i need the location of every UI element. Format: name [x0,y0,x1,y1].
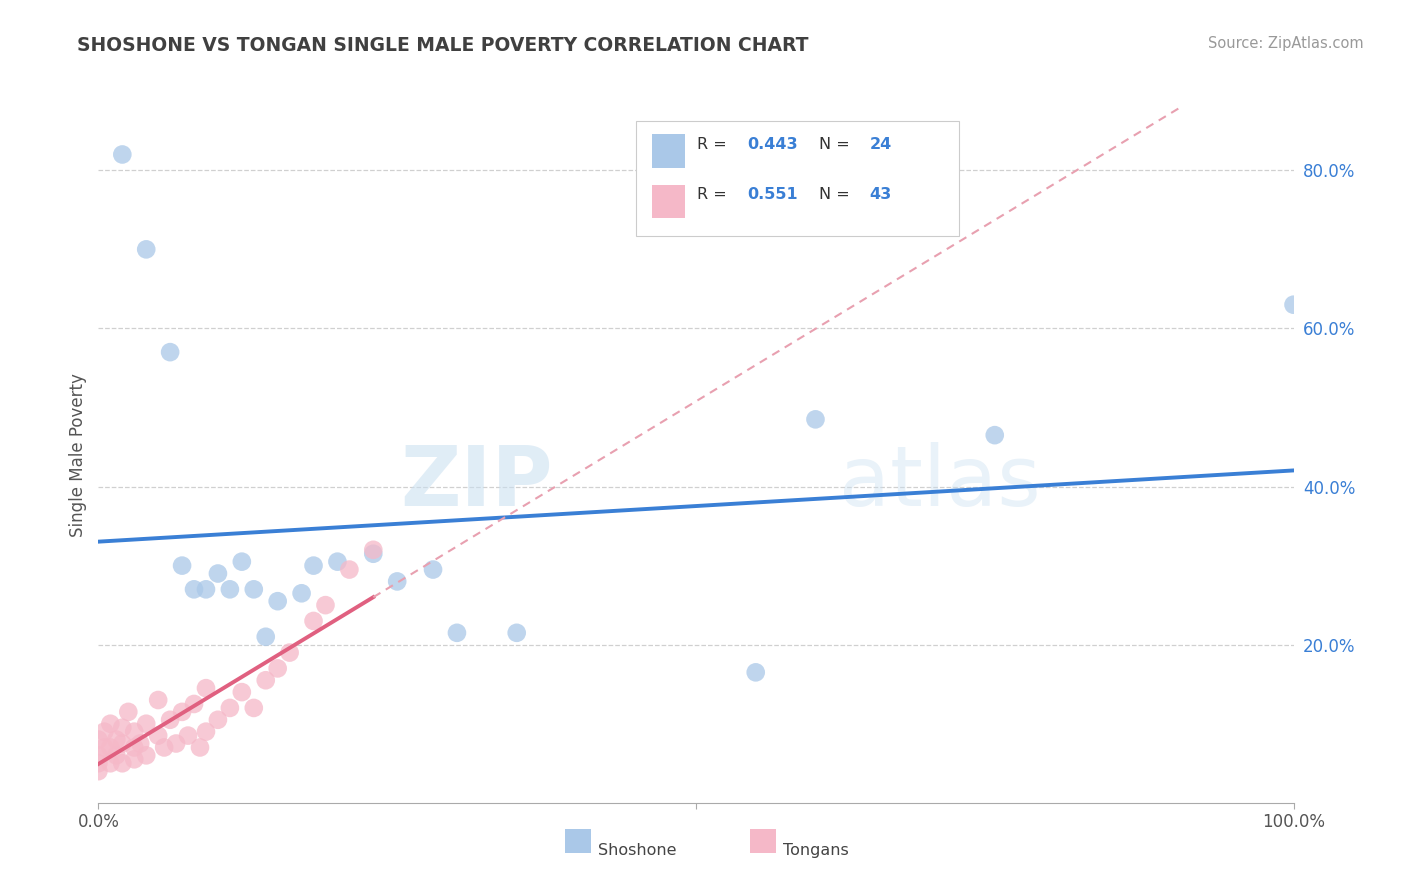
Point [135,716,157,731]
Text: R =: R = [697,187,737,202]
Bar [652,134,685,168]
Point [231,685,253,699]
Point [278,646,301,660]
Point [231,555,253,569]
Point [267,661,290,675]
Text: Tongans: Tongans [783,843,849,858]
Point [302,614,325,628]
Text: ZIP: ZIP [401,442,553,524]
Point [188,740,211,755]
FancyBboxPatch shape [637,121,959,235]
Point [117,705,139,719]
Point [124,740,146,755]
Point [93,740,115,755]
Point [422,563,444,577]
Point [254,630,277,644]
Point [93,724,115,739]
Text: 0.443: 0.443 [748,137,799,152]
Text: Shoshone: Shoshone [598,843,676,858]
Point [302,558,325,573]
Bar [652,185,685,219]
Point [219,582,242,597]
Point [363,547,385,561]
Text: 24: 24 [869,137,891,152]
Point [87,764,110,779]
Point [172,705,194,719]
Point [111,737,134,751]
Point [98,716,122,731]
Point [148,729,170,743]
Y-axis label: Single Male Poverty: Single Male Poverty [69,373,87,537]
Bar [749,829,776,853]
Point [135,243,157,257]
Point [207,713,229,727]
Bar [565,829,591,853]
Point [195,724,218,739]
Point [363,542,385,557]
Point [326,555,349,569]
Point [219,701,242,715]
Point [267,594,290,608]
Point [148,693,170,707]
Point [177,729,200,743]
Point [111,147,134,161]
Point [804,412,827,426]
Text: atlas: atlas [839,442,1040,524]
Text: R =: R = [697,137,733,152]
Point [98,756,122,771]
Point [105,732,128,747]
Point [195,681,218,695]
Point [135,748,157,763]
Point [183,582,205,597]
Point [254,673,277,688]
Point [165,737,187,751]
Point [87,756,110,771]
Text: N =: N = [820,137,855,152]
Point [153,740,176,755]
Point [984,428,1007,442]
Point [111,756,134,771]
Text: Source: ZipAtlas.com: Source: ZipAtlas.com [1208,36,1364,51]
Text: 43: 43 [869,187,891,202]
Point [385,574,409,589]
Point [159,345,181,359]
Text: SHOSHONE VS TONGAN SINGLE MALE POVERTY CORRELATION CHART: SHOSHONE VS TONGAN SINGLE MALE POVERTY C… [77,36,808,54]
Text: 0.551: 0.551 [748,187,799,202]
Point [183,697,205,711]
Point [207,566,229,581]
Point [111,721,134,735]
Point [195,582,218,597]
Point [129,737,152,751]
Point [243,701,266,715]
Point [446,625,468,640]
Point [124,724,146,739]
Point [315,598,337,612]
Point [98,740,122,755]
Point [1282,298,1305,312]
Point [745,665,768,680]
Point [105,748,128,763]
Text: N =: N = [820,187,855,202]
Point [291,586,314,600]
Point [339,563,361,577]
Point [243,582,266,597]
Point [172,558,194,573]
Point [506,625,529,640]
Point [87,732,110,747]
Point [124,752,146,766]
Point [159,713,181,727]
Point [87,748,110,763]
